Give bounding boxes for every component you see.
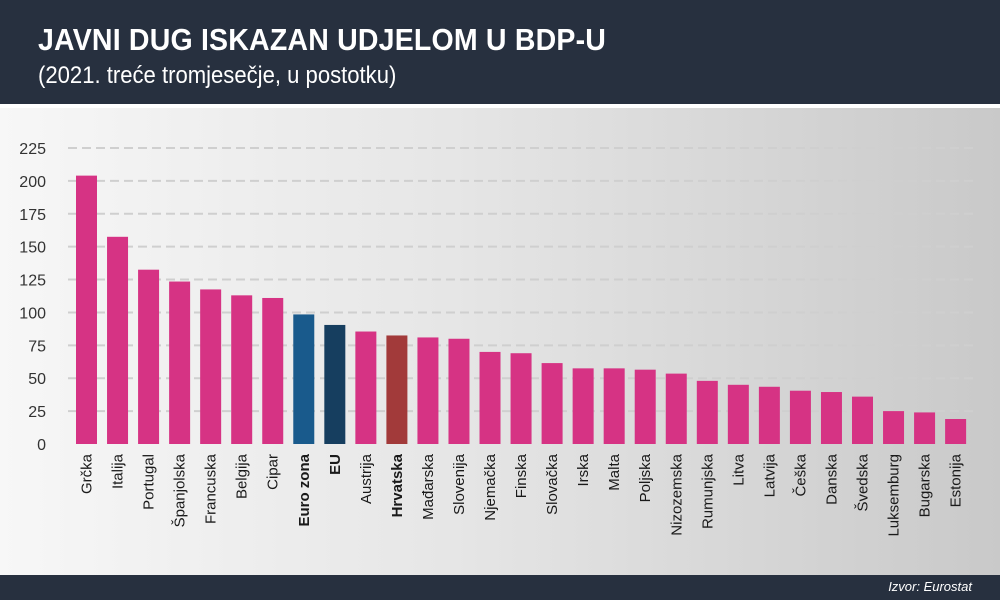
y-tick-label: 200 bbox=[19, 174, 46, 191]
bar-hrvatska bbox=[386, 335, 408, 444]
bar-švedska bbox=[852, 396, 873, 444]
bar-finska bbox=[510, 353, 532, 444]
bar-nizozemska bbox=[665, 373, 687, 444]
y-tick-label: 75 bbox=[28, 338, 46, 355]
bar-malta bbox=[603, 368, 625, 444]
bar-chart: 0 25 50 75 100 125 150 175 200 225 Grčka Italija Por… bbox=[19, 141, 975, 537]
bar-euro-zona bbox=[293, 314, 315, 444]
bar-češka bbox=[789, 390, 811, 444]
x-tick-label: Rumunjska bbox=[699, 453, 716, 529]
bar-austrija bbox=[355, 331, 377, 444]
bar-eu bbox=[324, 324, 346, 444]
y-tick-label: 100 bbox=[19, 305, 46, 322]
x-tick-label: Švedska bbox=[855, 453, 872, 511]
x-tick-label: Finska bbox=[513, 453, 530, 498]
x-tick-label: Austrija bbox=[358, 453, 375, 504]
x-tick-label: Slovačka bbox=[544, 453, 561, 515]
y-tick-label: 225 bbox=[19, 141, 46, 158]
bar-slovenija bbox=[448, 338, 470, 444]
y-tick-label: 25 bbox=[28, 404, 46, 421]
x-tick-label: Grčka bbox=[79, 453, 96, 494]
y-tick-label: 50 bbox=[28, 371, 46, 388]
bar-bugarska bbox=[914, 412, 936, 444]
bar-poljska bbox=[634, 369, 656, 444]
header-bar: JAVNI DUG ISKAZAN UDJELOM U BDP-U (2021.… bbox=[0, 0, 1000, 104]
bar-italija bbox=[107, 236, 129, 444]
x-tick-label: Slovenija bbox=[451, 453, 468, 515]
chart-subtitle: (2021. treće tromjesečje, u postotku) bbox=[38, 62, 397, 89]
x-tick-label: Litva bbox=[730, 453, 747, 485]
x-tick-label: Malta bbox=[606, 453, 623, 490]
bar-cipar bbox=[262, 297, 284, 444]
x-tick-label: Irska bbox=[575, 453, 592, 486]
x-tick-label: Francuska bbox=[203, 453, 220, 524]
x-tick-label: Poljska bbox=[637, 453, 654, 502]
chart-title: JAVNI DUG ISKAZAN UDJELOM U BDP-U bbox=[38, 22, 607, 57]
x-tick-label: Euro zona bbox=[296, 453, 313, 526]
x-tick-label: Cipar bbox=[265, 454, 282, 490]
bar-francuska bbox=[200, 289, 222, 444]
x-tick-label: Mađarska bbox=[420, 453, 437, 520]
bar-mađarska bbox=[417, 337, 439, 444]
bar-irska bbox=[572, 368, 594, 444]
bar-latvija bbox=[758, 386, 780, 444]
x-tick-label: Bugarska bbox=[917, 453, 934, 517]
x-tick-label: EU bbox=[327, 454, 344, 475]
y-tick-label: 150 bbox=[19, 240, 46, 257]
bar-španjolska bbox=[169, 281, 191, 444]
x-tick-label: Portugal bbox=[141, 454, 158, 510]
bar-luksemburg bbox=[883, 411, 905, 444]
x-tick-label: Nizozemska bbox=[668, 453, 685, 535]
header-divider bbox=[0, 104, 1000, 108]
x-tick-label: Luksemburg bbox=[886, 454, 903, 537]
bar-estonija bbox=[945, 419, 967, 444]
bar-grčka bbox=[76, 175, 97, 445]
x-tick-label: Latvija bbox=[761, 453, 778, 497]
bar-danska bbox=[820, 392, 842, 444]
bar-slovačka bbox=[541, 363, 563, 444]
x-tick-label: Španjolska bbox=[172, 453, 189, 527]
bar-portugal bbox=[138, 269, 160, 444]
x-tick-label: Njemačka bbox=[482, 453, 499, 520]
footer-bar: Izvor: Eurostat bbox=[0, 575, 1000, 600]
bar-rumunjska bbox=[696, 380, 718, 444]
x-tick-label: Belgija bbox=[234, 453, 251, 499]
bar-njemačka bbox=[479, 351, 501, 444]
y-tick-label: 125 bbox=[19, 273, 46, 290]
bar-belgija bbox=[231, 295, 253, 444]
bar-litva bbox=[727, 384, 749, 444]
x-tick-label: Hrvatska bbox=[389, 453, 406, 517]
x-tick-label: Danska bbox=[823, 453, 840, 505]
y-tick-label: 175 bbox=[19, 207, 46, 224]
x-tick-label: Češka bbox=[792, 453, 809, 496]
y-tick-label: 0 bbox=[37, 437, 46, 454]
x-tick-label: Italija bbox=[110, 453, 127, 489]
chart-panel: 0 25 50 75 100 125 150 175 200 225 Grčka Italija Por… bbox=[0, 108, 1000, 575]
source-note: Izvor: Eurostat bbox=[888, 579, 972, 594]
x-tick-label: Estonija bbox=[948, 453, 965, 507]
